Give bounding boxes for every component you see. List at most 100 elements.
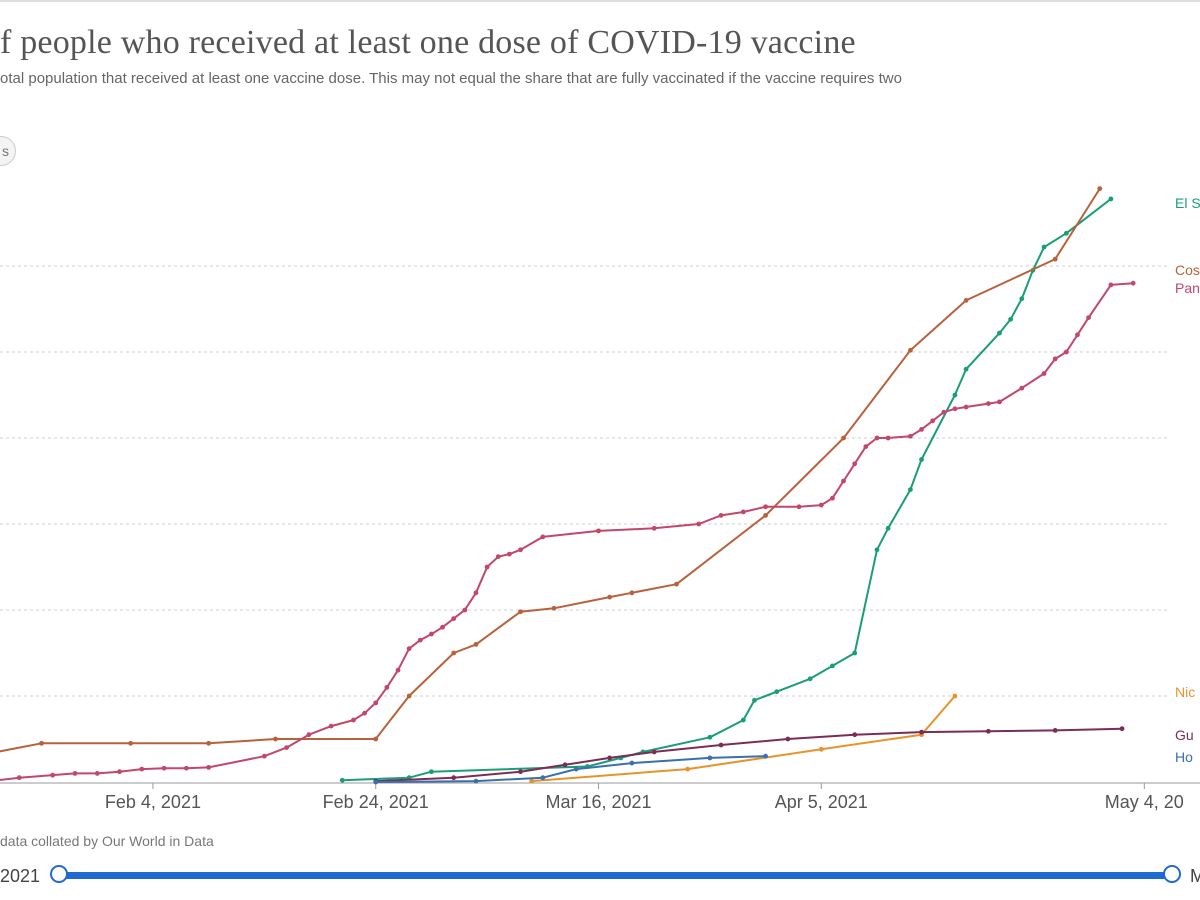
- data-point: [674, 581, 679, 587]
- x-tick-label: Feb 4, 2021: [105, 792, 201, 812]
- data-point: [718, 513, 724, 518]
- data-point: [629, 590, 635, 596]
- data-point: [540, 534, 546, 540]
- top-rule: [0, 0, 1200, 2]
- data-point: [919, 457, 924, 462]
- data-point: [462, 607, 468, 613]
- source-note: data collated by Our World in Data: [0, 833, 214, 849]
- data-point: [562, 762, 568, 768]
- data-point: [963, 298, 969, 303]
- data-point: [752, 697, 757, 703]
- timeline-end-label: M: [1190, 866, 1200, 886]
- data-point: [1063, 349, 1069, 355]
- data-point: [885, 525, 891, 531]
- data-point: [406, 646, 412, 652]
- data-point: [451, 650, 457, 656]
- data-point: [373, 700, 379, 706]
- data-point: [952, 406, 958, 412]
- data-point: [1041, 371, 1047, 376]
- data-point: [785, 736, 791, 742]
- data-point: [573, 766, 579, 772]
- data-point: [841, 435, 846, 441]
- data-point: [1086, 315, 1092, 320]
- data-point: [161, 765, 167, 771]
- data-point: [518, 769, 523, 775]
- chart-subtitle: otal population that received at least o…: [0, 70, 902, 87]
- data-point: [607, 594, 613, 600]
- data-point: [440, 624, 445, 630]
- data-point: [429, 631, 434, 637]
- data-point: [852, 732, 858, 738]
- data-point: [830, 663, 835, 669]
- data-point: [417, 637, 423, 643]
- data-point: [1063, 230, 1069, 236]
- data-point: [985, 728, 991, 734]
- series-line-gu: [375, 727, 1123, 783]
- data-point: [362, 710, 367, 716]
- data-point: [629, 760, 635, 766]
- data-point: [473, 778, 479, 784]
- data-point: [506, 551, 512, 557]
- data-point: [206, 740, 212, 746]
- data-point: [117, 769, 122, 775]
- data-point: [261, 753, 267, 759]
- data-point: [763, 513, 768, 518]
- timeline-start-handle[interactable]: [50, 865, 68, 883]
- data-point: [373, 779, 379, 785]
- timeline-end-handle[interactable]: [1163, 865, 1181, 883]
- data-point: [1097, 186, 1103, 192]
- data-point: [963, 404, 969, 410]
- timeline-start-label: 2021: [0, 866, 41, 886]
- x-tick-label: Apr 5, 2021: [775, 792, 868, 812]
- data-point: [718, 742, 724, 748]
- data-point: [1052, 728, 1058, 733]
- data-point: [818, 502, 824, 508]
- series-line-nic: [531, 695, 956, 783]
- data-point: [406, 693, 412, 699]
- data-point: [1041, 244, 1047, 250]
- data-point: [1119, 726, 1125, 732]
- data-point: [351, 717, 356, 723]
- data-point: [774, 689, 780, 695]
- data-point: [551, 605, 557, 611]
- data-point: [707, 755, 713, 761]
- data-point: [451, 616, 457, 621]
- timeline-track[interactable]: [58, 872, 1172, 879]
- series-label-el s: El S: [1175, 195, 1200, 211]
- data-point: [518, 609, 523, 615]
- data-point: [1019, 385, 1025, 391]
- data-point: [495, 554, 501, 560]
- data-point: [1052, 356, 1058, 362]
- data-point: [696, 521, 702, 527]
- series-label-cos: Cos: [1175, 262, 1200, 278]
- data-point: [952, 693, 958, 699]
- data-point: [50, 772, 56, 778]
- data-point: [1108, 282, 1114, 288]
- data-point: [1008, 316, 1014, 322]
- data-point: [874, 435, 880, 441]
- data-point: [429, 769, 434, 775]
- data-point: [707, 734, 713, 740]
- data-point: [952, 392, 958, 398]
- data-point: [1108, 196, 1114, 202]
- data-point: [128, 740, 134, 746]
- data-point: [651, 749, 657, 755]
- data-point: [852, 461, 858, 467]
- x-tick-label: Feb 24, 2021: [323, 792, 429, 812]
- data-point: [39, 740, 44, 746]
- data-point: [473, 642, 479, 647]
- data-point: [919, 729, 924, 735]
- data-point: [1052, 256, 1058, 262]
- data-point: [796, 504, 802, 510]
- data-point: [328, 723, 334, 729]
- data-point: [139, 766, 145, 772]
- data-point: [963, 366, 969, 372]
- series-label-ho: Ho: [1175, 749, 1193, 765]
- data-point: [997, 330, 1002, 336]
- series-line-pan: [0, 282, 1134, 781]
- data-point: [841, 478, 846, 484]
- data-point: [94, 771, 100, 776]
- data-point: [1075, 332, 1080, 338]
- data-point: [206, 764, 212, 770]
